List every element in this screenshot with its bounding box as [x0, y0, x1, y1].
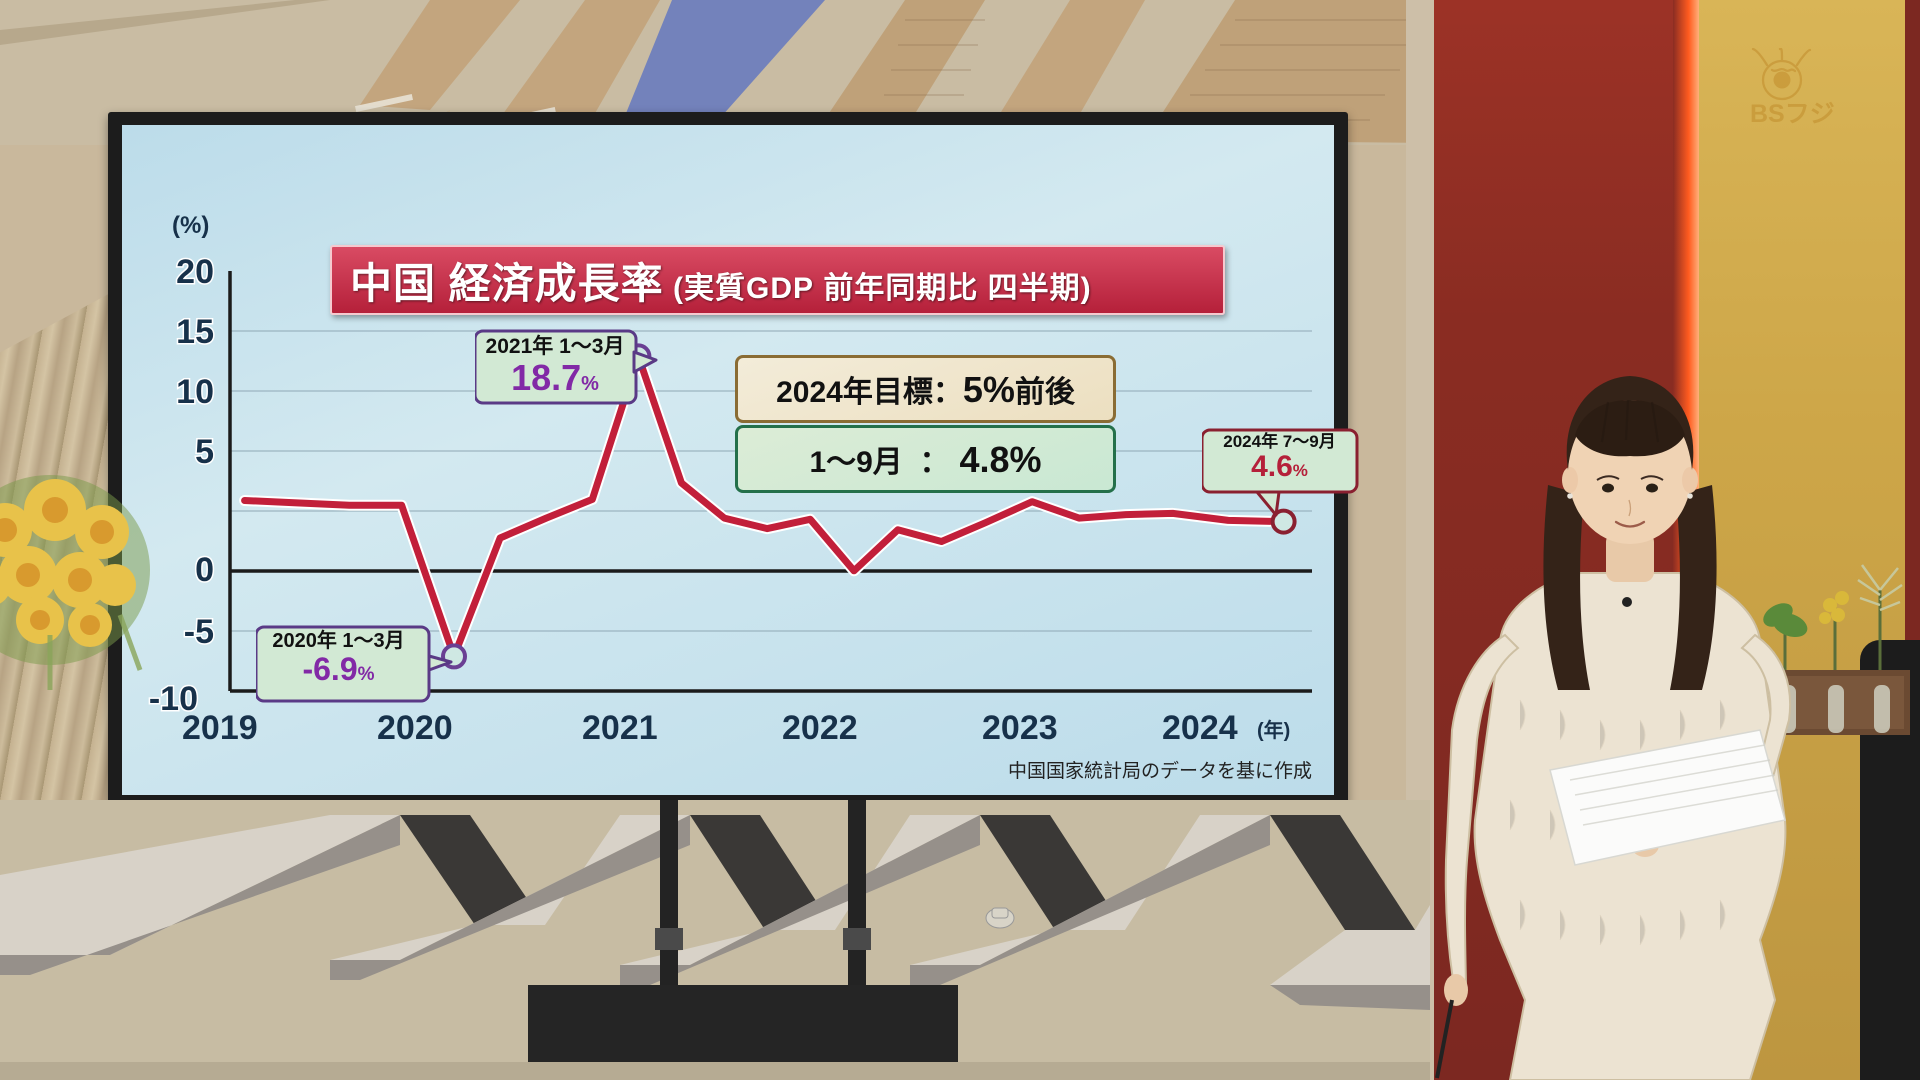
svg-text:2024: 2024: [1162, 709, 1238, 747]
svg-text:(年): (年): [1257, 718, 1290, 742]
svg-text:2022: 2022: [782, 709, 858, 747]
svg-text:2023: 2023: [982, 709, 1058, 747]
svg-text:5: 5: [195, 433, 214, 471]
svg-text:BSフジ: BSフジ: [1750, 100, 1835, 128]
svg-text:10: 10: [176, 373, 214, 411]
svg-text:中国国家統計局のデータを基に作成: 中国国家統計局のデータを基に作成: [1008, 760, 1312, 782]
svg-text:2019: 2019: [182, 709, 258, 747]
svg-text:2020: 2020: [377, 709, 453, 747]
svg-text:2021: 2021: [582, 709, 658, 747]
svg-text:(%): (%): [172, 212, 209, 239]
svg-text:-5: -5: [184, 613, 214, 651]
svg-text:15: 15: [176, 313, 214, 351]
svg-text:20: 20: [176, 253, 214, 291]
svg-text:0: 0: [195, 551, 214, 589]
